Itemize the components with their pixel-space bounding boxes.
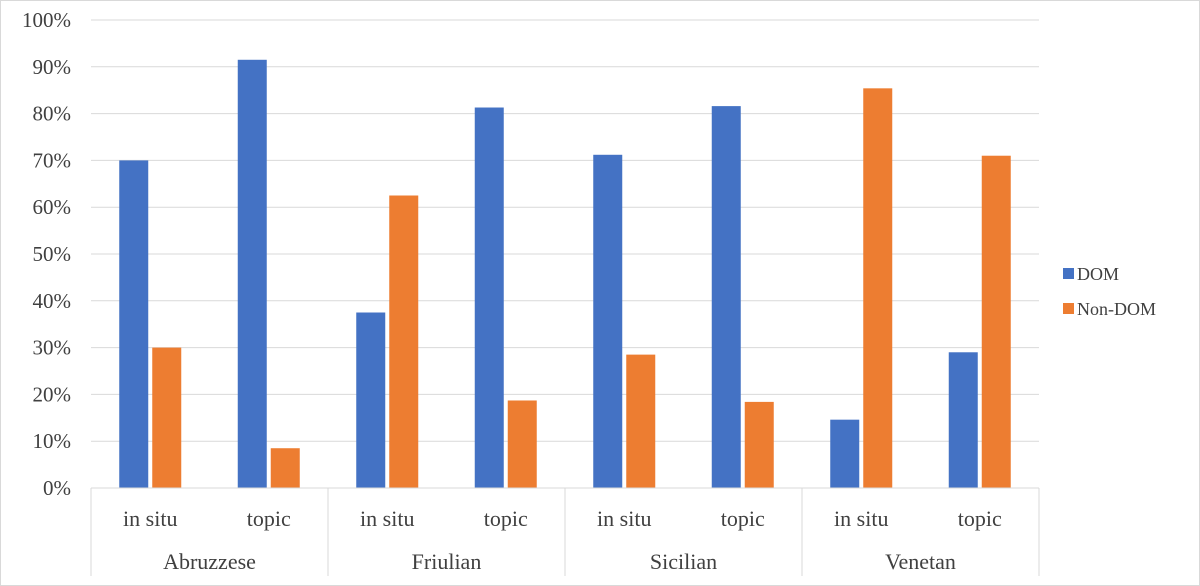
y-tick-label: 30% bbox=[33, 336, 72, 360]
bar-non-dom-6 bbox=[863, 88, 893, 488]
x-category-label: in situ bbox=[123, 506, 177, 531]
legend-label: Non-DOM bbox=[1077, 299, 1156, 319]
bar-dom-5 bbox=[711, 106, 741, 488]
bar-non-dom-0 bbox=[152, 347, 182, 488]
y-tick-label: 100% bbox=[22, 8, 71, 32]
bar-dom-1 bbox=[237, 59, 267, 488]
y-tick-label: 50% bbox=[33, 242, 72, 266]
x-group-label: Venetan bbox=[885, 549, 956, 574]
y-tick-label: 0% bbox=[43, 476, 71, 500]
bars bbox=[119, 59, 1011, 489]
gridlines bbox=[91, 19, 1039, 489]
bar-non-dom-5 bbox=[744, 401, 774, 488]
legend-swatch-dom bbox=[1063, 268, 1074, 279]
y-tick-label: 90% bbox=[33, 55, 72, 79]
bar-non-dom-2 bbox=[389, 195, 419, 488]
x-category-label: topic bbox=[247, 506, 291, 531]
x-group-label: Sicilian bbox=[650, 549, 717, 574]
bar-non-dom-3 bbox=[507, 400, 537, 488]
x-category-label: topic bbox=[484, 506, 528, 531]
x-axis: in situ topic in situ topic in situ topic in s… bbox=[90, 487, 1040, 576]
y-tick-label: 20% bbox=[33, 382, 72, 406]
y-tick-label: 80% bbox=[33, 102, 72, 126]
x-category-label: topic bbox=[958, 506, 1002, 531]
legend: DOM Non-DOM bbox=[1063, 264, 1156, 319]
y-tick-label: 10% bbox=[33, 429, 72, 453]
bar-dom-7 bbox=[948, 352, 978, 488]
legend-swatch-non-dom bbox=[1063, 303, 1074, 314]
x-group-label: Friulian bbox=[412, 549, 482, 574]
bar-dom-0 bbox=[119, 160, 149, 488]
bar-non-dom-7 bbox=[981, 155, 1011, 488]
y-tick-label: 40% bbox=[33, 289, 72, 313]
x-category-label: in situ bbox=[834, 506, 888, 531]
bar-non-dom-4 bbox=[626, 354, 656, 488]
bar-dom-4 bbox=[593, 154, 623, 488]
x-category-label: topic bbox=[721, 506, 765, 531]
bar-dom-6 bbox=[830, 419, 860, 488]
x-category-label: in situ bbox=[597, 506, 651, 531]
y-tick-label: 70% bbox=[33, 148, 72, 172]
y-axis-tick-labels: 0% 10% 20% 30% 40% 50% 60% 70% 80% 90% 100% bbox=[22, 8, 71, 500]
x-category-label: in situ bbox=[360, 506, 414, 531]
bar-non-dom-1 bbox=[270, 448, 300, 488]
bar-dom-2 bbox=[356, 312, 386, 488]
bar-dom-3 bbox=[474, 107, 504, 489]
y-tick-label: 60% bbox=[33, 195, 72, 219]
legend-label: DOM bbox=[1077, 264, 1119, 284]
x-group-label: Abruzzese bbox=[163, 549, 256, 574]
